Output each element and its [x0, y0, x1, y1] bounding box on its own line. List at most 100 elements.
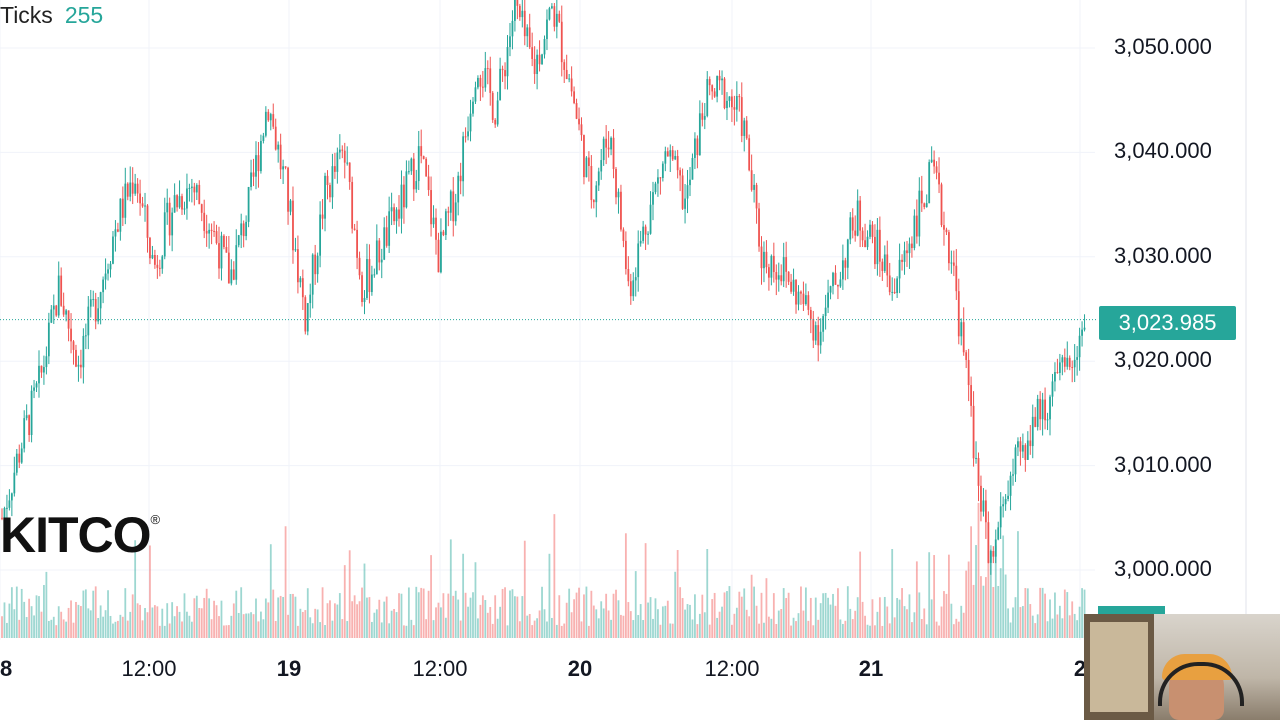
volume-bar-349	[861, 601, 864, 638]
candle-body-366	[903, 250, 906, 262]
volume-bar-200	[494, 595, 497, 638]
candle-body-230	[568, 78, 571, 80]
candle-body-418	[1031, 416, 1034, 447]
volume-bar-276	[681, 598, 684, 638]
candle-body-176	[435, 217, 437, 240]
volume-bar-439	[1083, 589, 1086, 638]
volume-bar-208	[514, 596, 516, 638]
volume-bar-4	[10, 587, 13, 638]
candle-body-205	[506, 47, 509, 77]
volume-bar-132	[326, 603, 329, 638]
volume-bar-428	[1056, 614, 1059, 638]
candle-body-175	[432, 217, 435, 225]
candle-body-372	[918, 190, 921, 237]
candle-body-148	[366, 259, 368, 299]
candle-body-232	[573, 91, 575, 104]
volume-bar-189	[467, 606, 469, 638]
volume-bar-2	[6, 622, 8, 638]
volume-bar-50	[124, 588, 127, 638]
volume-bar-351	[866, 624, 869, 638]
volume-bar-128	[316, 609, 319, 638]
volume-bar-150	[370, 621, 373, 638]
candle-body-380	[938, 172, 940, 185]
volume-bar-334	[824, 592, 827, 638]
candle-body-261	[644, 226, 647, 235]
volume-bar-144	[356, 604, 358, 638]
volume-bar-265	[654, 598, 657, 638]
candle-body-359	[886, 254, 889, 276]
candle-body-404	[997, 527, 1000, 540]
candle-body-194	[479, 77, 482, 87]
volume-bar-74	[183, 593, 186, 638]
candle-body-364	[898, 259, 901, 279]
candle-body-125	[309, 294, 312, 304]
volume-bar-400	[987, 560, 990, 638]
candle-body-251	[620, 191, 622, 230]
candle-body-411	[1014, 447, 1017, 475]
volume-bar-16	[40, 611, 43, 638]
candle-body-36	[89, 299, 92, 307]
x-tick-label-1: 12:00	[121, 656, 177, 681]
candle-body-123	[304, 297, 307, 332]
candle-body-28	[70, 328, 72, 342]
candle-body-215	[531, 47, 534, 60]
volume-bar-347	[856, 597, 859, 638]
volume-bar-282	[696, 624, 699, 638]
candle-body-183	[452, 191, 455, 222]
volume-bar-22	[55, 625, 58, 638]
candle-body-269	[664, 151, 667, 164]
volume-bar-195	[481, 595, 484, 638]
volume-bar-49	[121, 616, 124, 638]
volume-bar-17	[43, 585, 45, 638]
candle-body-371	[915, 215, 918, 237]
volume-bar-179	[442, 593, 445, 638]
volume-bar-152	[375, 609, 378, 638]
volume-bar-385	[950, 603, 953, 638]
volume-bar-19	[47, 620, 50, 638]
volume-bar-435	[1073, 613, 1076, 638]
candle-body-419	[1034, 416, 1037, 427]
volume-bar-229	[565, 602, 568, 638]
volume-bar-105	[260, 611, 262, 638]
candle-body-306	[755, 184, 758, 209]
volume-bar-287	[708, 624, 711, 638]
volume-bar-92	[227, 625, 230, 638]
volume-bar-71	[176, 606, 178, 638]
candle-body-322	[795, 279, 797, 305]
candle-body-76	[188, 187, 191, 189]
candle-body-248	[612, 137, 615, 169]
volume-bar-430	[1061, 618, 1064, 638]
volume-bar-412	[1017, 531, 1019, 638]
candle-body-23	[57, 275, 60, 316]
volume-bar-238	[587, 625, 590, 638]
candle-body-130	[321, 214, 324, 219]
candle-body-403	[994, 539, 997, 557]
volume-bar-202	[499, 606, 502, 638]
candle-body-297	[733, 107, 736, 110]
volume-bar-135	[333, 603, 336, 638]
candle-body-253	[624, 240, 627, 270]
volume-bar-43	[107, 590, 109, 638]
candle-body-432	[1066, 357, 1069, 367]
candle-body-126	[311, 254, 314, 295]
volume-bar-413	[1019, 607, 1022, 638]
candle-body-196	[484, 68, 487, 88]
candle-body-235	[580, 124, 583, 136]
candle-body-37	[92, 299, 95, 301]
candle-body-309	[763, 251, 765, 269]
volume-bar-166	[410, 619, 413, 638]
y-tick-label-2: 3,030.000	[1114, 242, 1212, 268]
volume-bar-218	[538, 610, 541, 638]
candle-body-389	[960, 322, 963, 337]
candle-body-369	[911, 243, 913, 249]
candle-body-417	[1029, 440, 1032, 447]
candle-body-275	[679, 170, 682, 176]
volume-bar-90	[223, 625, 225, 638]
volume-bar-333	[822, 593, 825, 638]
candle-body-390	[962, 322, 965, 353]
volume-bar-227	[560, 625, 563, 638]
volume-bar-222	[548, 553, 551, 638]
candle-body-57	[141, 203, 144, 207]
candle-body-17	[43, 367, 45, 373]
